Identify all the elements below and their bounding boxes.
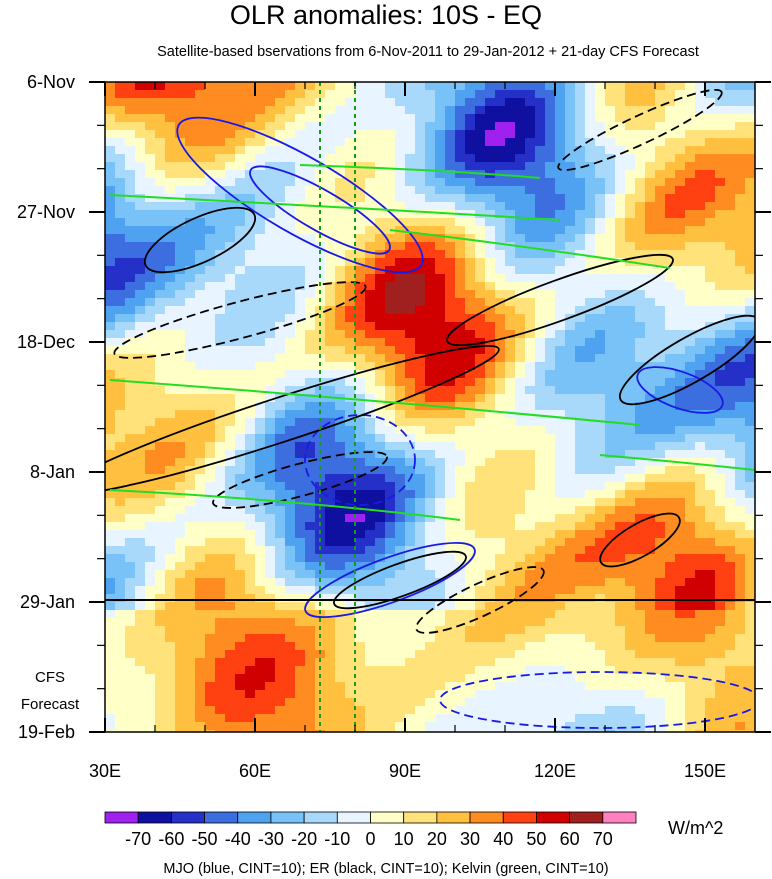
chart-subtitle: Satellite-based bservations from 6-Nov-2… [157,44,699,60]
axes: 6-Nov 27-Nov 18-Dec 8-Jan 29-Jan 19-Feb 30E 60E… [17,72,771,781]
er-contour [113,281,367,359]
plot-frame [104,81,756,733]
wave-contours [105,89,755,729]
colorbar-label: 20 [427,829,447,849]
colorbar-label: 0 [365,829,375,849]
y-tick-label: 29-Jan [20,592,75,612]
colorbar-swatch [303,811,338,824]
er-contour [446,253,674,347]
colorbar-swatch [204,811,239,824]
colorbar-label: -50 [192,829,218,849]
x-tick-label: 90E [389,761,421,781]
colorbar-label: 50 [526,829,546,849]
colorbar-swatch [137,811,172,824]
colorbar-swatch [336,811,371,824]
colorbar-label: -20 [291,829,317,849]
kelvin-contour [389,229,671,269]
colorbar-swatch [270,811,305,824]
x-tick-label: 150E [684,761,726,781]
forecast-label-line2: Forecast [21,696,80,713]
colorbar-swatch [237,811,272,824]
colorbar-swatch [536,811,571,824]
colorbar-swatch [403,811,438,824]
plot-area [105,82,755,732]
colorbar: -70 -60 -50 -40 -30 -20 -10 0 10 20 30 40 50 60 70 [104,811,637,849]
colorbar-label: 40 [493,829,513,849]
er-contour [333,550,467,610]
colorbar-label: -40 [225,829,251,849]
kelvin-contour [599,454,755,471]
colorbar-label: 10 [394,829,414,849]
er-contour [557,89,723,171]
colorbar-label: -10 [324,829,350,849]
y-tick-label: 8-Jan [30,462,75,482]
er-contour [212,451,388,509]
mjo-contour [636,366,724,414]
footnote: MJO (blue, CINT=10); ER (black, CINT=10)… [163,861,608,877]
x-tick-label: 30E [89,761,121,781]
mjo-contour [304,414,416,506]
colorbar-swatch [502,811,537,824]
mjo-contour [249,165,391,255]
y-tick-label: 27-Nov [17,202,75,222]
colorbar-swatch [170,811,205,824]
colorbar-swatch [104,811,139,824]
colorbar-label: 70 [593,829,613,849]
y-tick-label: 19-Feb [18,722,75,742]
colorbar-swatch [469,811,504,824]
y-tick-label: 18-Dec [17,332,75,352]
colorbar-swatch [370,811,405,824]
er-contour [105,345,500,495]
er-contour [415,566,545,634]
kelvin-contour [299,164,541,179]
kelvin-contour [109,379,641,426]
forecast-label-line1: CFS [35,669,65,686]
x-tick-label: 60E [239,761,271,781]
er-contour [599,512,681,568]
chart-title: OLR anomalies: 10S - EQ [230,0,542,30]
colorbar-label: -60 [158,829,184,849]
kelvin-contour [109,194,561,221]
colorbar-label: 30 [460,829,480,849]
y-tick-label: 6-Nov [27,72,75,92]
kelvin-contour [109,489,461,521]
olr-anomaly-field [105,82,755,732]
colorbar-label: 60 [560,829,580,849]
colorbar-swatch [569,811,604,824]
x-tick-label: 120E [534,761,576,781]
colorbar-swatch [602,811,637,824]
er-contour [143,206,257,274]
colorbar-label: -30 [258,829,284,849]
er-contour [618,314,755,406]
colorbar-unit: W/m^2 [668,818,723,838]
colorbar-swatch [436,811,471,824]
colorbar-label: -70 [125,829,151,849]
